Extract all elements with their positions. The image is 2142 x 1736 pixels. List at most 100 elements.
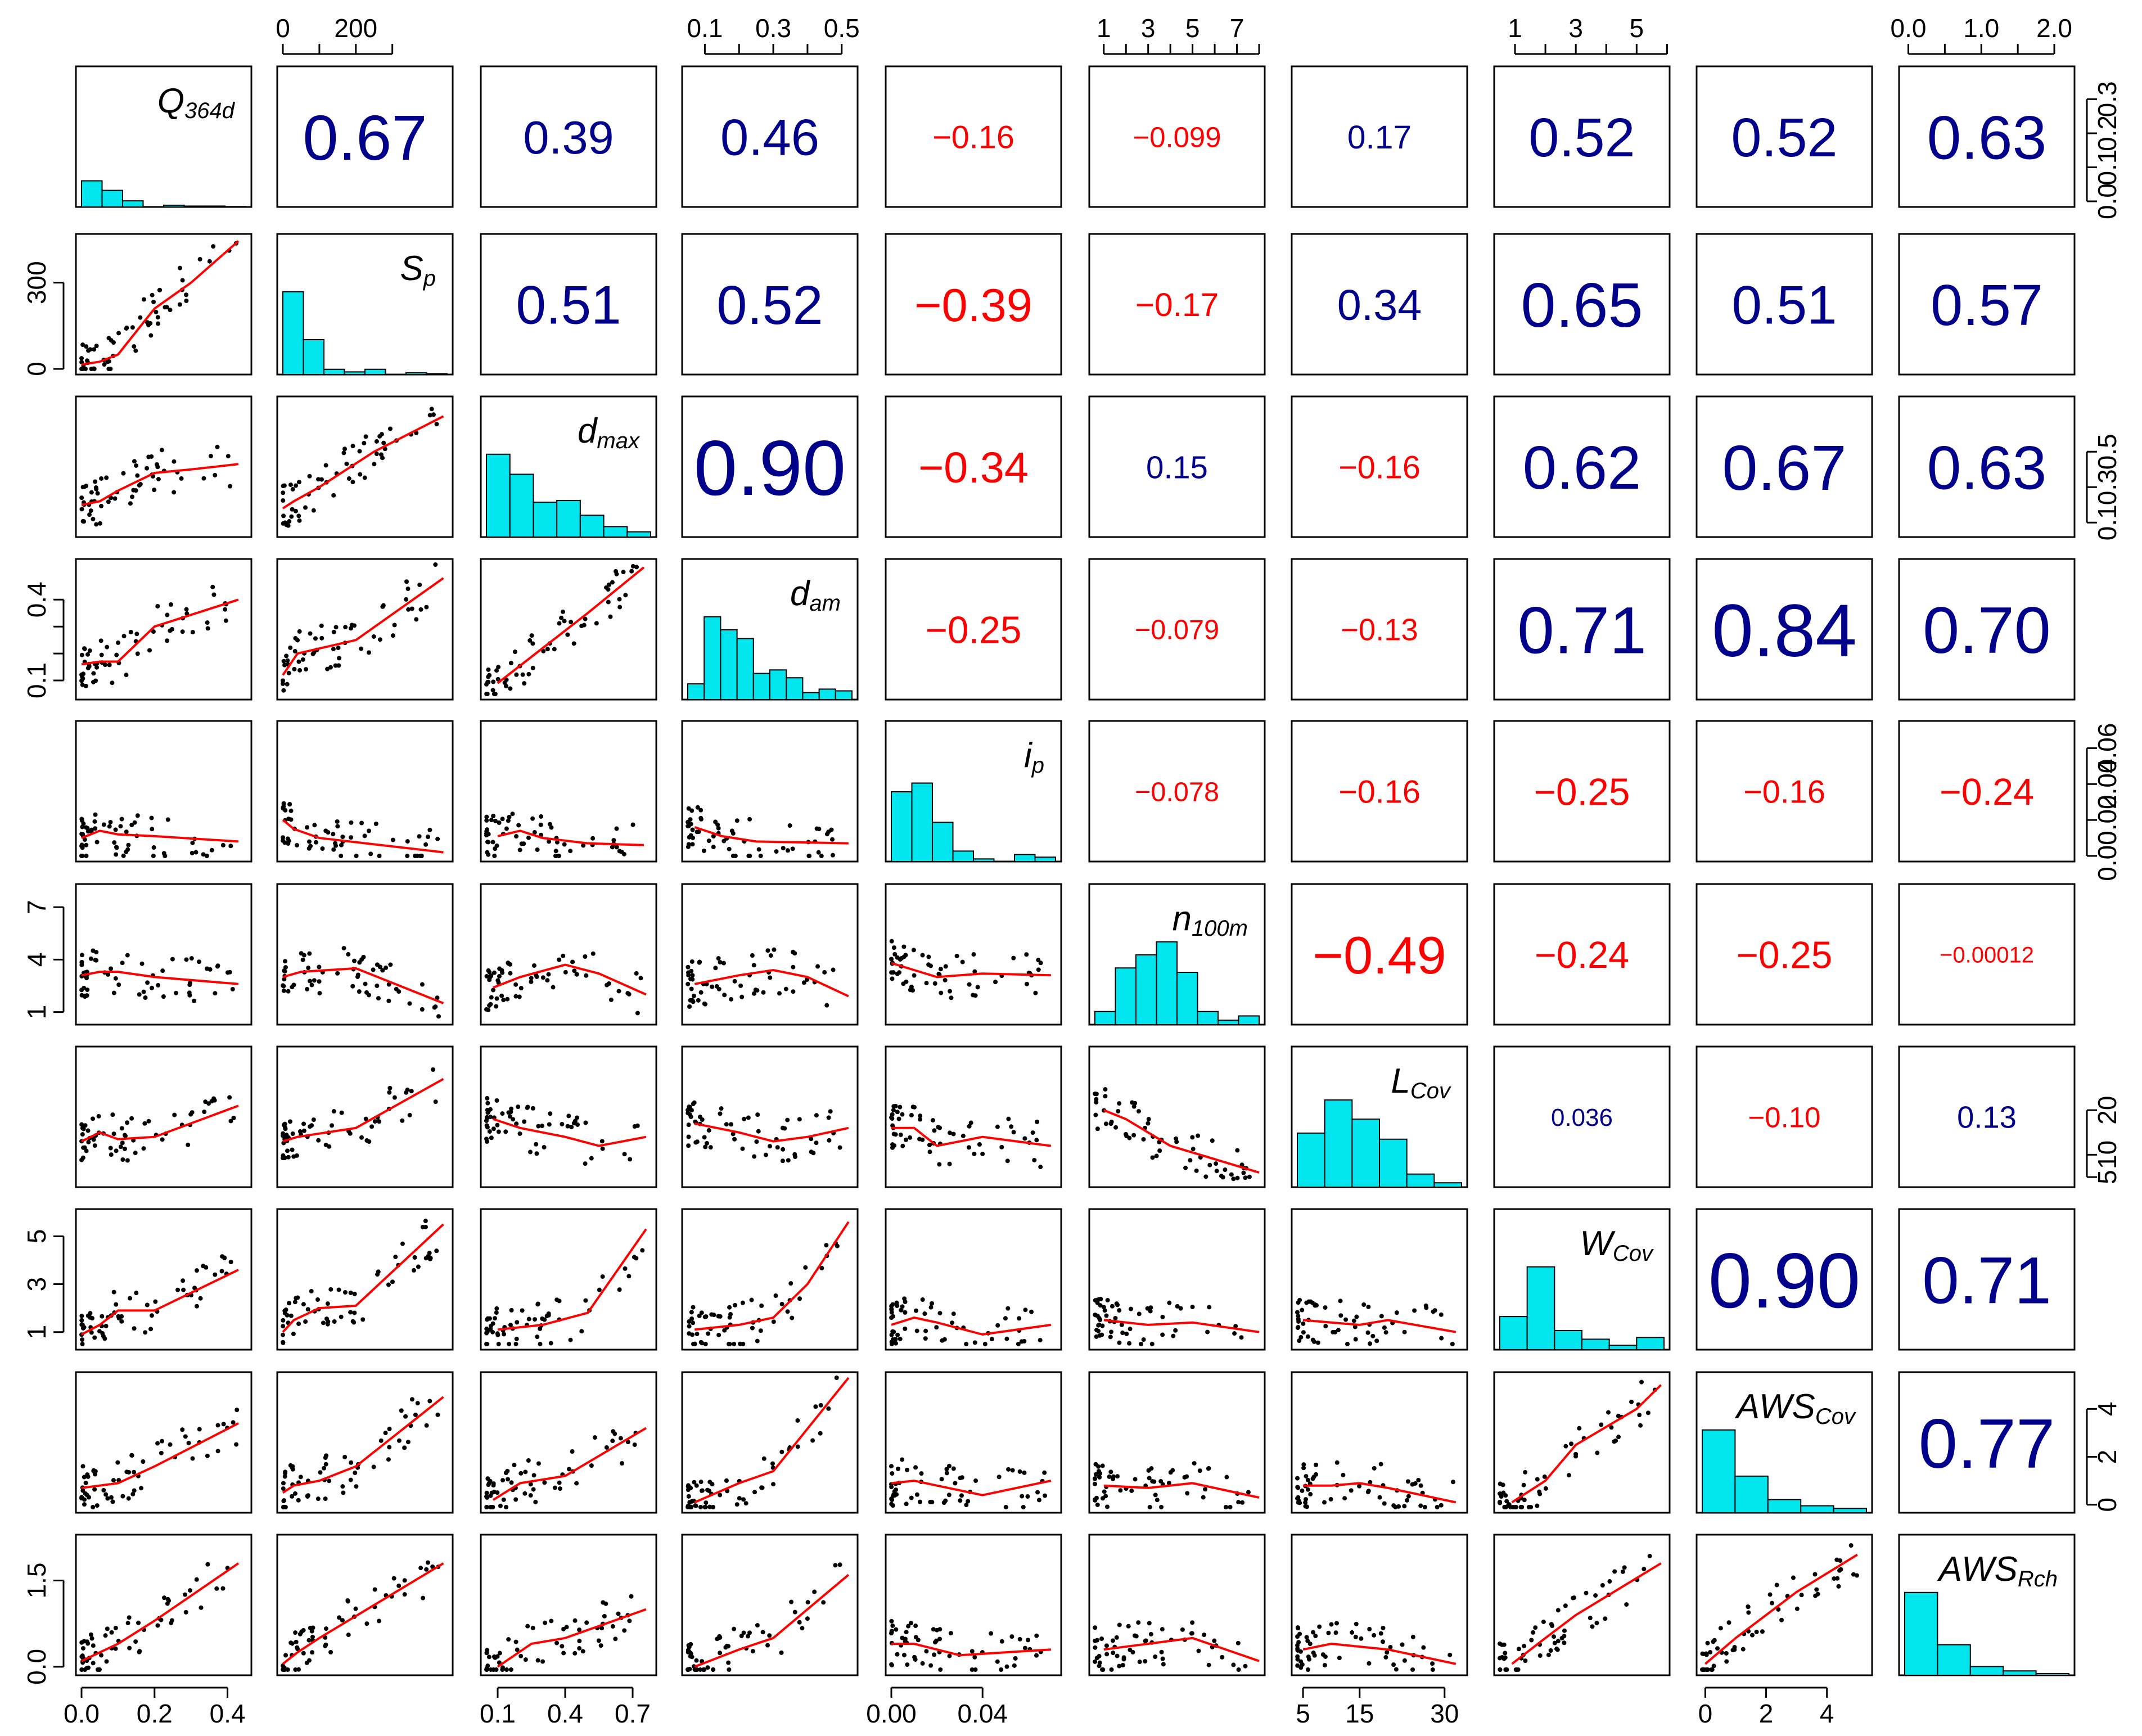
- scatter-point: [1021, 1505, 1026, 1509]
- panel-4-7: −0.25: [1493, 720, 1671, 863]
- scatter-point: [127, 1469, 132, 1475]
- scatter-point: [113, 1625, 118, 1630]
- scatter-point: [291, 1154, 296, 1159]
- histogram-bar: [1034, 856, 1056, 862]
- scatter-point: [934, 1325, 939, 1330]
- scatter-point: [889, 970, 894, 975]
- scatter-point: [1754, 1629, 1759, 1634]
- scatter-point: [494, 668, 499, 673]
- scatter-point: [1367, 1626, 1372, 1631]
- scatter-point: [1097, 1663, 1102, 1669]
- tick-label: 0.0: [64, 1699, 100, 1728]
- scatter-point: [1498, 1656, 1503, 1661]
- scatter-point: [1102, 1489, 1107, 1494]
- scatter-point: [779, 1449, 784, 1454]
- correlation-value: −0.099: [1133, 121, 1221, 153]
- scatter-point: [1190, 1620, 1195, 1625]
- correlation-value: 0.52: [716, 274, 823, 336]
- scatter-point: [1334, 1460, 1340, 1465]
- scatter-point: [170, 626, 175, 632]
- panel-7-9: 0.71: [1898, 1208, 2076, 1351]
- variable-label-sub: Rch: [2018, 1567, 2058, 1591]
- scatter-point: [797, 1296, 802, 1301]
- histogram-bar: [364, 368, 386, 376]
- tick-label: 0.3: [755, 13, 791, 43]
- scatter-point: [318, 1470, 323, 1475]
- scatter-point: [1310, 1337, 1315, 1342]
- scatter-point: [429, 407, 434, 412]
- scatter-point: [809, 1137, 814, 1142]
- scatter-point: [606, 599, 611, 605]
- scatter-point: [103, 1633, 108, 1638]
- scatter-point: [1130, 1100, 1135, 1105]
- scatter-point: [192, 998, 197, 1003]
- scatter-point: [1365, 1330, 1370, 1335]
- panel-5-6: −0.49: [1291, 883, 1468, 1026]
- scatter-point: [377, 637, 382, 642]
- scatter-point: [350, 444, 355, 449]
- scatter-point: [87, 648, 92, 653]
- correlation-value: −0.39: [914, 279, 1032, 331]
- scatter-point: [1206, 1662, 1211, 1667]
- scatter-point: [733, 1302, 738, 1307]
- scatter-point: [1535, 1477, 1540, 1482]
- variable-label: AWSCov: [1734, 1387, 1856, 1429]
- scatter-point: [782, 1126, 787, 1131]
- scatter-point: [86, 1665, 91, 1670]
- scatter-point: [357, 449, 362, 454]
- scatter-point: [1017, 1636, 1022, 1642]
- scatter-point: [490, 1505, 495, 1509]
- variable-label: AWSRch: [1937, 1550, 2058, 1591]
- panel-frame: [1695, 233, 1873, 376]
- scatter-point: [1295, 1663, 1300, 1668]
- scatter-point: [1746, 1610, 1751, 1615]
- panel-frame: [681, 720, 859, 863]
- scatter-point: [1337, 1656, 1342, 1661]
- scatter-point: [614, 571, 619, 576]
- scatter-point: [421, 1595, 426, 1600]
- histogram-bar: [1554, 1329, 1582, 1350]
- scatter-point: [1402, 1658, 1407, 1663]
- scatter-point: [1378, 1631, 1383, 1636]
- scatter-point: [716, 1332, 721, 1337]
- panel-frame: [1493, 558, 1671, 701]
- scatter-point: [484, 833, 489, 838]
- scatter-point: [1154, 1153, 1159, 1158]
- scatter-point: [409, 1089, 414, 1094]
- correlation-value: −0.25: [1534, 771, 1630, 813]
- scatter-point: [1116, 1108, 1121, 1113]
- scatter-point: [1451, 1480, 1456, 1485]
- panel-frame: [480, 720, 657, 863]
- panel-frame: [1493, 1534, 1671, 1676]
- scatter-point: [1003, 1316, 1008, 1321]
- scatter-point: [913, 1657, 918, 1662]
- scatter-point: [1128, 1327, 1133, 1332]
- scatter-point: [283, 1125, 288, 1130]
- scatter-point: [1500, 1482, 1505, 1487]
- scatter-point: [1366, 1489, 1371, 1494]
- scatter-point: [281, 1505, 286, 1509]
- scatter-point: [913, 1624, 918, 1629]
- scatter-point: [704, 1500, 709, 1505]
- scatter-point: [542, 1480, 547, 1485]
- scatter-point: [187, 1588, 192, 1593]
- scatter-point: [771, 1319, 776, 1324]
- variable-label: Q364d: [157, 82, 236, 123]
- scatter-point: [1616, 1435, 1621, 1440]
- scatter-point: [1607, 1579, 1612, 1584]
- scatter-point: [835, 1243, 840, 1248]
- scatter-point: [708, 1145, 713, 1150]
- scatter-point: [805, 1600, 810, 1605]
- panel-frame: [1493, 720, 1671, 863]
- scatter-point: [761, 990, 766, 995]
- panel-7-3: [681, 1208, 859, 1351]
- smoother-line: [81, 1422, 239, 1489]
- scatter-point: [290, 1641, 295, 1646]
- scatter-point: [1174, 1139, 1179, 1144]
- variable-label: ip: [1024, 736, 1044, 778]
- scatter-point: [213, 991, 218, 996]
- scatter-point: [1103, 1121, 1108, 1126]
- scatter-point: [1383, 1330, 1388, 1335]
- scatter-point: [119, 817, 124, 822]
- smoother-line: [81, 971, 239, 985]
